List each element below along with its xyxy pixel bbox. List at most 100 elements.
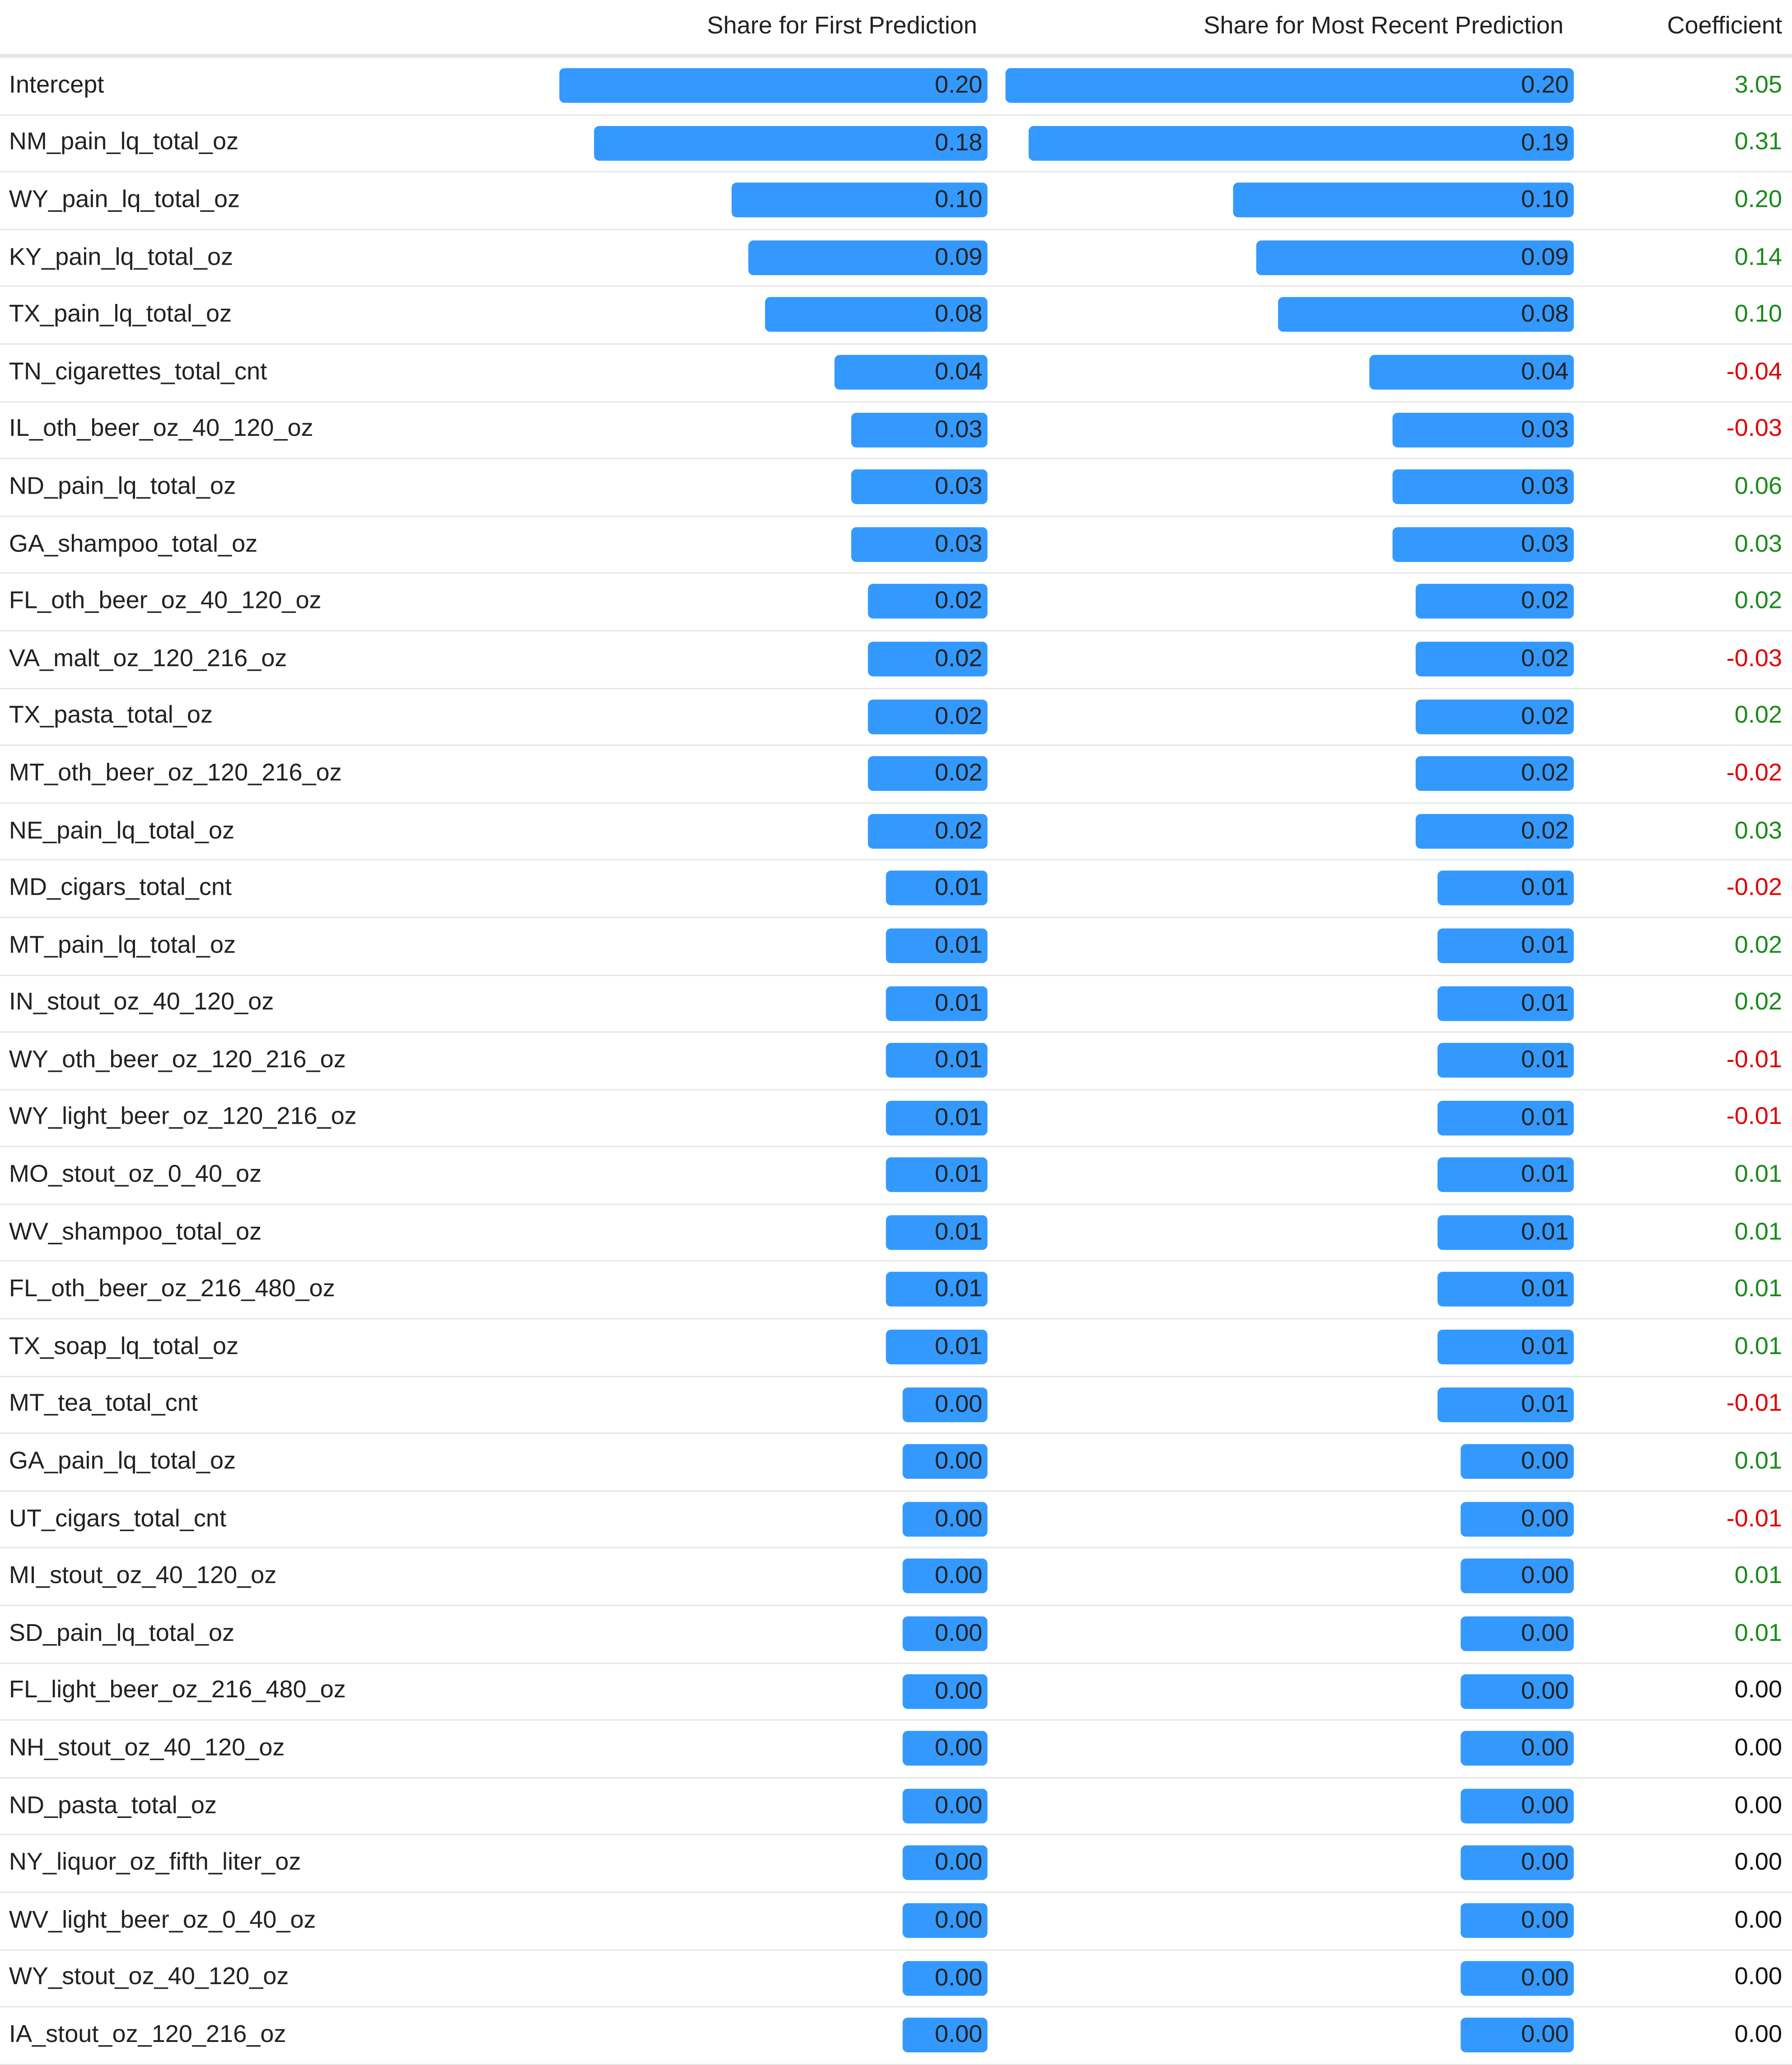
share-recent-cell: 0.03 (987, 516, 1574, 574)
coefficient-value: 0.00 (1573, 1835, 1792, 1893)
table-row: UT_cigars_total_cnt 0.00 0.00 -0.01 (0, 1490, 1792, 1549)
share-recent-bar: 0.10 (1233, 182, 1574, 218)
share-recent-cell: 0.00 (987, 1777, 1574, 1836)
feature-name: VA_malt_oz_120_216_oz (0, 631, 560, 689)
share-first-cell: 0.03 (559, 516, 988, 574)
feature-name: NY_liquor_oz_fifth_liter_oz (0, 1835, 560, 1893)
table-row: IA_stout_oz_120_216_oz 0.00 0.00 0.00 (0, 2007, 1792, 2065)
coefficient-value: -0.01 (1573, 1490, 1792, 1549)
coefficient-value: 0.31 (1573, 114, 1792, 173)
feature-name: FL_oth_beer_oz_216_480_oz (0, 1261, 560, 1320)
coefficient-value: 0.00 (1573, 1663, 1792, 1721)
share-first-cell: 0.00 (559, 1720, 988, 1778)
feature-name: UT_cigars_total_cnt (0, 1490, 560, 1549)
table-row: MD_cigars_total_cnt 0.01 0.01 -0.02 (0, 860, 1792, 918)
share-first-bar: 0.20 (559, 68, 988, 103)
table-row: WV_light_beer_oz_0_40_oz 0.00 0.00 0.00 (0, 1892, 1792, 1950)
feature-name: IN_stout_oz_40_120_oz (0, 975, 560, 1033)
share-recent-bar: 0.01 (1437, 1387, 1574, 1422)
share-first-cell: 0.00 (559, 2007, 988, 2065)
share-first-bar: 0.02 (868, 641, 988, 677)
share-first-cell: 0.00 (559, 1835, 988, 1893)
share-recent-cell: 0.01 (987, 1261, 1574, 1320)
share-first-bar: 0.01 (885, 986, 988, 1021)
share-first-cell: 0.08 (559, 286, 988, 345)
coefficient-value: 0.02 (1573, 573, 1792, 631)
share-first-cell: 0.09 (559, 229, 988, 287)
share-recent-bar: 0.01 (1437, 928, 1574, 963)
header-coefficient[interactable]: Coefficient (1573, 0, 1792, 58)
share-recent-bar: 0.03 (1392, 412, 1574, 447)
share-recent-bar: 0.19 (1028, 125, 1574, 160)
feature-name: MO_stout_oz_0_40_oz (0, 1146, 560, 1205)
table-row: IN_stout_oz_40_120_oz 0.01 0.01 0.02 (0, 975, 1792, 1033)
feature-name: MT_tea_total_cnt (0, 1376, 560, 1434)
table-row: NM_pain_lq_total_oz 0.18 0.19 0.31 (0, 114, 1792, 173)
coefficient-value: 0.10 (1573, 286, 1792, 345)
coefficient-value: 0.00 (1573, 1777, 1792, 1836)
share-first-cell: 0.02 (559, 631, 988, 689)
share-first-bar: 0.00 (902, 1788, 988, 1823)
share-first-cell: 0.01 (559, 1089, 988, 1148)
share-recent-cell: 0.00 (987, 1605, 1574, 1664)
feature-name: GA_pain_lq_total_oz (0, 1433, 560, 1492)
feature-name: WY_pain_lq_total_oz (0, 172, 560, 230)
share-recent-cell: 0.02 (987, 688, 1574, 746)
table-row: NY_liquor_oz_fifth_liter_oz 0.00 0.00 0.00 (0, 1835, 1792, 1893)
table-row: WY_stout_oz_40_120_oz 0.00 0.00 0.00 (0, 1949, 1792, 2008)
coefficient-value: -0.03 (1573, 631, 1792, 689)
header-share-most-recent-prediction[interactable]: Share for Most Recent Prediction (987, 0, 1574, 58)
share-first-bar: 0.01 (885, 871, 988, 906)
share-recent-bar: 0.00 (1461, 1444, 1574, 1479)
share-first-bar: 0.00 (902, 1387, 988, 1422)
coefficient-value: 0.03 (1573, 516, 1792, 574)
share-recent-bar: 0.00 (1461, 1903, 1574, 1938)
share-recent-bar: 0.00 (1461, 1501, 1574, 1537)
share-first-cell: 0.02 (559, 803, 988, 861)
coefficient-value: 0.01 (1573, 1261, 1792, 1320)
table-row: Intercept 0.20 0.20 3.05 (0, 56, 1792, 116)
share-first-bar: 0.03 (851, 527, 988, 562)
table-row: MT_oth_beer_oz_120_216_oz 0.02 0.02 -0.02 (0, 745, 1792, 804)
feature-name: TX_pasta_total_oz (0, 688, 560, 746)
share-recent-cell: 0.04 (987, 344, 1574, 402)
coefficient-value: -0.01 (1573, 1089, 1792, 1148)
coefficient-value: 3.05 (1573, 56, 1792, 116)
share-first-bar: 0.08 (765, 297, 988, 332)
coefficient-value: 0.01 (1573, 1146, 1792, 1205)
share-first-cell: 0.02 (559, 573, 988, 631)
share-recent-cell: 0.01 (987, 1089, 1574, 1148)
share-first-bar: 0.00 (902, 1845, 988, 1881)
coefficient-value: 0.00 (1573, 1892, 1792, 1950)
share-recent-bar: 0.00 (1461, 2018, 1574, 2053)
share-recent-bar: 0.00 (1461, 1731, 1574, 1766)
feature-name: IL_oth_beer_oz_40_120_oz (0, 401, 560, 459)
share-first-bar: 0.03 (851, 469, 988, 505)
share-first-bar: 0.04 (834, 355, 988, 390)
share-recent-cell: 0.00 (987, 1433, 1574, 1492)
table-row: MT_pain_lq_total_oz 0.01 0.01 0.02 (0, 917, 1792, 976)
share-first-cell: 0.02 (559, 688, 988, 746)
share-recent-cell: 0.01 (987, 1032, 1574, 1090)
coefficient-value: 0.01 (1573, 1433, 1792, 1492)
coefficient-value: -0.04 (1573, 344, 1792, 402)
table-row: MT_tea_total_cnt 0.00 0.01 -0.01 (0, 1376, 1792, 1434)
share-first-cell: 0.04 (559, 344, 988, 402)
share-first-cell: 0.00 (559, 1433, 988, 1492)
share-recent-cell: 0.03 (987, 458, 1574, 517)
share-recent-cell: 0.00 (987, 1835, 1574, 1893)
share-recent-bar: 0.00 (1461, 1845, 1574, 1881)
table-row: KY_pain_lq_total_oz 0.09 0.09 0.14 (0, 229, 1792, 287)
share-recent-bar: 0.20 (1005, 68, 1574, 103)
share-first-cell: 0.10 (559, 172, 988, 230)
share-recent-cell: 0.00 (987, 1720, 1574, 1778)
share-first-bar: 0.00 (902, 1559, 988, 1594)
share-first-bar: 0.09 (748, 240, 988, 275)
table-row: WY_pain_lq_total_oz 0.10 0.10 0.20 (0, 172, 1792, 230)
share-first-bar: 0.18 (593, 125, 988, 160)
share-first-bar: 0.02 (868, 699, 988, 734)
share-recent-bar: 0.01 (1437, 1272, 1574, 1307)
header-share-first-prediction[interactable]: Share for First Prediction (559, 0, 988, 58)
